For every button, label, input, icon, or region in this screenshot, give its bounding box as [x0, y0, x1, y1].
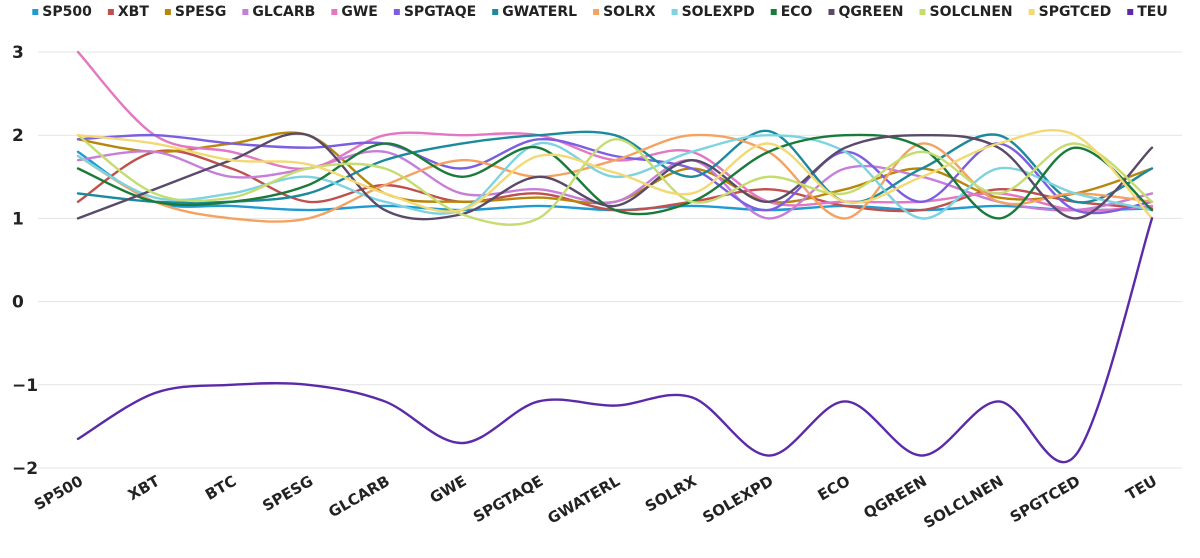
legend-item-qgreen: QGREEN [828, 4, 904, 20]
x-tick-label: GWE [427, 472, 470, 507]
series-line-eco [76, 133, 1154, 220]
legend-swatch [593, 9, 600, 15]
x-tick-label: XBT [125, 471, 163, 504]
x-tick-label: QGREEN [861, 472, 930, 522]
x-tick-label: SP500 [31, 472, 86, 514]
legend-swatch [393, 9, 400, 15]
legend-item-glcarb: GLCARB [242, 4, 315, 20]
legend-item-gwe: GWE [331, 4, 378, 20]
legend-item-solrx: SOLRX [593, 4, 656, 20]
legend-swatch [242, 9, 249, 15]
legend-label: QGREEN [838, 4, 903, 20]
y-tick-label: −1 [12, 376, 38, 396]
legend-swatch [919, 9, 926, 15]
legend-label: SOLEXPD [682, 4, 755, 20]
x-tick-label: SPGTCED [1007, 472, 1083, 526]
series-line-gwe [76, 50, 1154, 212]
x-tick-label: SPGTAQE [470, 472, 546, 526]
y-tick-label: 1 [12, 209, 24, 229]
series-line-qgreen [76, 132, 1154, 221]
legend-item-gwaterl: GWATERL [492, 4, 577, 20]
legend-label: GWE [341, 4, 378, 20]
legend-label: SPESG [175, 4, 226, 20]
legend-item-teu: TEU [1127, 4, 1168, 20]
x-tick-label: BTC [202, 472, 239, 504]
legend-swatch [671, 9, 678, 15]
legend-label: SOLRX [603, 4, 656, 20]
x-tick-label: TEU [1123, 472, 1160, 504]
x-tick-label: SPESG [259, 472, 316, 515]
legend-label: SPGTCED [1039, 4, 1112, 20]
legend-item-solclnen: SOLCLNEN [919, 4, 1013, 20]
y-tick-label: 0 [12, 293, 24, 313]
x-tick-label: GWATERL [545, 472, 624, 528]
legend-item-spgtaqe: SPGTAQE [393, 4, 476, 20]
legend: SP500 XBT SPESG GLCARB GWE SPGTAQE GWATERL SOLR… [32, 4, 1168, 20]
legend-item-sp500: SP500 [32, 4, 92, 20]
legend-swatch [1028, 9, 1035, 15]
legend-swatch [1127, 9, 1134, 15]
legend-label: GLCARB [252, 4, 315, 20]
legend-swatch [770, 9, 777, 15]
series-lines [76, 50, 1154, 464]
legend-item-spgtced: SPGTCED [1028, 4, 1112, 20]
x-tick-label: ECO [815, 472, 853, 505]
legend-swatch [331, 9, 338, 15]
legend-label: SPGTAQE [404, 4, 476, 20]
series-line-teu [76, 217, 1154, 464]
legend-swatch [164, 9, 171, 15]
legend-label: GWATERL [502, 4, 577, 20]
y-tick-label: 3 [12, 43, 24, 63]
x-tick-label: GLCARB [325, 472, 392, 521]
series-line-solclnen [76, 134, 1154, 226]
y-tick-label: −2 [12, 459, 38, 479]
legend-item-xbt: XBT [107, 4, 149, 20]
x-tick-label: SOLEXPD [700, 472, 777, 527]
legend-swatch [32, 9, 39, 15]
legend-swatch [828, 9, 835, 15]
y-axis-ticks: 3 2 1 0 −1 −2 [12, 43, 38, 479]
x-tick-label: SOLRX [642, 472, 700, 516]
y-tick-label: 2 [12, 126, 24, 146]
legend-label: XBT [118, 4, 149, 20]
legend-label: SOLCLNEN [930, 4, 1013, 20]
series-line-spgtced [76, 128, 1154, 220]
legend-label: ECO [781, 4, 813, 20]
legend-swatch [107, 9, 114, 15]
legend-swatch [492, 9, 499, 15]
legend-label: SP500 [42, 4, 92, 20]
x-tick-label: SOLCLNEN [920, 472, 1006, 532]
legend-item-spesg: SPESG [164, 4, 226, 20]
legend-item-eco: ECO [770, 4, 813, 20]
legend-label: TEU [1137, 4, 1167, 20]
legend-item-solexpd: SOLEXPD [671, 4, 755, 20]
